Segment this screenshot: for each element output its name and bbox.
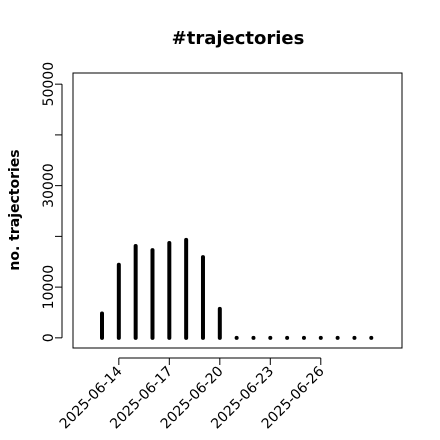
y-tick-label: 10000	[41, 265, 57, 310]
y-tick-label: 0	[41, 333, 57, 342]
y-tick-label: 30000	[41, 163, 57, 208]
y-axis-label: no. trajectories	[7, 149, 23, 270]
plot-frame	[72, 72, 403, 349]
y-tick-label: 50000	[41, 62, 57, 107]
chart-title: #trajectories	[172, 28, 305, 49]
